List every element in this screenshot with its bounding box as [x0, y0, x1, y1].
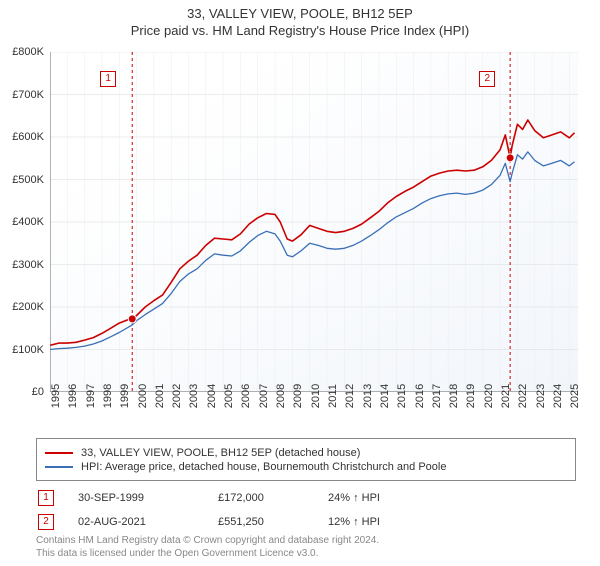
sale-row: 2 02-AUG-2021£551,25012% ↑ HPI [36, 510, 576, 534]
y-axis-label: £500K [0, 174, 44, 186]
x-axis-label: 2005 [223, 384, 235, 408]
x-axis-label: 2008 [275, 384, 287, 408]
sale-row-marker: 1 [38, 490, 54, 506]
x-axis-label: 2009 [292, 384, 304, 408]
x-axis-label: 1996 [67, 384, 79, 408]
legend-item: 33, VALLEY VIEW, POOLE, BH12 5EP (detach… [45, 447, 567, 459]
sale-date: 02-AUG-2021 [78, 516, 218, 528]
y-axis-label: £400K [0, 216, 44, 228]
chart-subtitle: Price paid vs. HM Land Registry's House … [0, 23, 600, 38]
x-axis-label: 2016 [414, 384, 426, 408]
sales-table: 1 30-SEP-1999£172,00024% ↑ HPI 2 02-AUG-202… [36, 486, 576, 534]
y-axis-label: £300K [0, 259, 44, 271]
x-axis-label: 2022 [517, 384, 529, 408]
x-axis-label: 2021 [500, 384, 512, 408]
x-axis-label: 1997 [85, 384, 97, 408]
y-axis-label: £800K [0, 46, 44, 58]
y-axis-label: £0 [0, 386, 44, 398]
footer-line-1: Contains HM Land Registry data © Crown c… [36, 534, 576, 547]
x-axis-label: 2023 [535, 384, 547, 408]
x-axis-label: 2000 [137, 384, 149, 408]
chart-svg [50, 52, 578, 392]
x-axis-label: 2024 [552, 384, 564, 408]
y-axis-label: £200K [0, 301, 44, 313]
footer-attribution: Contains HM Land Registry data © Crown c… [36, 534, 576, 560]
legend-swatch [45, 466, 73, 468]
legend-item: HPI: Average price, detached house, Bour… [45, 461, 567, 473]
legend-label: HPI: Average price, detached house, Bour… [81, 461, 446, 473]
x-axis-label: 2003 [188, 384, 200, 408]
y-axis-label: £100K [0, 344, 44, 356]
x-axis-label: 1998 [102, 384, 114, 408]
x-axis-label: 2011 [327, 384, 339, 408]
x-axis-label: 2002 [171, 384, 183, 408]
x-axis-label: 2013 [362, 384, 374, 408]
legend-swatch [45, 452, 73, 454]
sale-price: £172,000 [218, 492, 328, 504]
x-axis-label: 2001 [154, 384, 166, 408]
x-axis-label: 2006 [240, 384, 252, 408]
chart-legend: 33, VALLEY VIEW, POOLE, BH12 5EP (detach… [36, 438, 576, 481]
x-axis-label: 2007 [258, 384, 270, 408]
sale-marker-box: 1 [100, 71, 116, 87]
footer-line-2: This data is licensed under the Open Gov… [36, 547, 576, 560]
x-axis-label: 2015 [396, 384, 408, 408]
y-axis-label: £700K [0, 89, 44, 101]
x-axis-label: 2004 [206, 384, 218, 408]
x-axis-label: 2014 [379, 384, 391, 408]
x-axis-label: 1995 [50, 384, 62, 408]
chart-plot-area: £0£100K£200K£300K£400K£500K£600K£700K£80… [50, 52, 578, 392]
legend-label: 33, VALLEY VIEW, POOLE, BH12 5EP (detach… [81, 447, 360, 459]
sale-price: £551,250 [218, 516, 328, 528]
x-axis-label: 2025 [569, 384, 581, 408]
x-axis-label: 2010 [310, 384, 322, 408]
sale-row-marker: 2 [38, 514, 54, 530]
sale-delta: 24% ↑ HPI [328, 492, 448, 504]
chart-title: 33, VALLEY VIEW, POOLE, BH12 5EP [0, 6, 600, 21]
chart-container: 33, VALLEY VIEW, POOLE, BH12 5EP Price p… [0, 6, 600, 566]
y-axis-label: £600K [0, 131, 44, 143]
sale-delta: 12% ↑ HPI [328, 516, 448, 528]
x-axis-label: 2018 [448, 384, 460, 408]
sale-date: 30-SEP-1999 [78, 492, 218, 504]
x-axis-label: 2019 [465, 384, 477, 408]
sale-row: 1 30-SEP-1999£172,00024% ↑ HPI [36, 486, 576, 510]
sale-marker-box: 2 [479, 71, 495, 87]
x-axis-label: 1999 [119, 384, 131, 408]
x-axis-label: 2020 [483, 384, 495, 408]
x-axis-label: 2017 [431, 384, 443, 408]
x-axis-label: 2012 [344, 384, 356, 408]
